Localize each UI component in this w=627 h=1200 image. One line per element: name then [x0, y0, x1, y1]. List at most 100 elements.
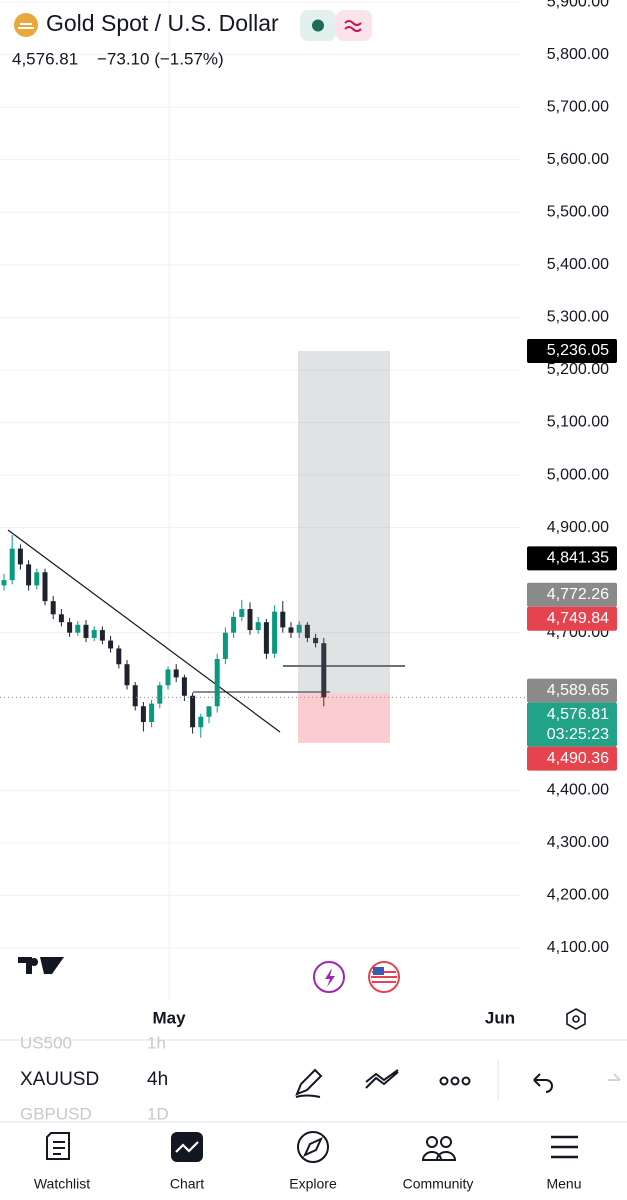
candle-body: [296, 624, 302, 633]
candle-body: [42, 572, 48, 602]
price-axis: 4,100.004,200.004,300.004,400.004,700.00…: [547, 0, 609, 956]
price-tag-label: 4,589.65: [547, 682, 609, 699]
candle-body: [181, 677, 187, 696]
trend-line[interactable]: [7, 529, 281, 733]
price-tag-label: 4,749.84: [547, 610, 609, 627]
more-tools[interactable]: [439, 1076, 471, 1086]
candle-body: [222, 632, 228, 659]
explore-icon: [297, 1131, 329, 1163]
price-tag-label: 4,841.35: [547, 550, 609, 567]
candle-body: [83, 624, 89, 638]
candle-body: [17, 548, 23, 565]
candle-body: [58, 614, 64, 623]
symbol-scroll-item[interactable]: US500: [20, 1033, 72, 1052]
trend-tool[interactable]: [365, 1069, 399, 1089]
tab-label[interactable]: Watchlist: [34, 1176, 90, 1192]
symbol-scroll-item[interactable]: GBPUSD: [20, 1104, 92, 1123]
interval-selector[interactable]: 4h: [147, 1069, 168, 1090]
candle-body: [108, 640, 114, 649]
person-body: [421, 1151, 457, 1161]
tab-bar: Watchlist Chart Explore Community Menu: [34, 1176, 582, 1192]
candle-body: [75, 624, 81, 633]
tab-label[interactable]: Community: [403, 1176, 474, 1192]
candle-body: [99, 630, 105, 641]
stop-zone[interactable]: [298, 693, 390, 743]
draw-tool[interactable]: [295, 1068, 323, 1098]
candle-body: [272, 611, 278, 654]
candle-body: [67, 622, 73, 633]
candle-body: [198, 716, 204, 728]
candle-body: [263, 622, 269, 654]
chart-icon-line: [175, 1141, 199, 1153]
candle-body: [288, 627, 294, 633]
interval-scroll-item[interactable]: 1h: [147, 1033, 166, 1052]
candle-body: [9, 548, 15, 581]
time-axis: May Jun: [152, 1008, 515, 1027]
x-tick-label: May: [152, 1008, 186, 1027]
symbol-icon-glyph: [18, 23, 34, 29]
y-tick-label: 5,000.00: [547, 466, 609, 483]
candle-body: [173, 669, 179, 678]
candle-body: [206, 706, 212, 717]
redo-button[interactable]: [608, 1073, 621, 1081]
y-tick-label: 5,500.00: [547, 204, 609, 221]
target-zone[interactable]: [298, 350, 390, 693]
dot: [439, 1076, 449, 1086]
candle-body: [140, 706, 146, 723]
candle-body: [149, 703, 155, 723]
compass-needle: [302, 1136, 324, 1158]
price-change: −73.10 (−1.57%): [97, 49, 224, 68]
candle-body: [116, 648, 122, 665]
delayed-data[interactable]: [336, 10, 372, 41]
tab-label[interactable]: Chart: [170, 1176, 204, 1192]
price-tags: 5,236.05 4,841.35 4,772.26 4,749.84 4,589.65…: [527, 338, 617, 771]
dot: [461, 1076, 471, 1086]
undo-button[interactable]: [533, 1073, 553, 1093]
price-tag: [527, 338, 617, 363]
price-tag-label: 4,490.36: [547, 750, 609, 767]
interval-scroll-item[interactable]: 1D: [147, 1104, 169, 1123]
tab-label[interactable]: Explore: [289, 1176, 337, 1192]
y-tick-label: 4,200.00: [547, 887, 609, 904]
y-tick-label: 5,900.00: [547, 0, 609, 10]
last-price: 4,576.81: [12, 49, 78, 68]
y-tick-label: 5,100.00: [547, 414, 609, 431]
grid: [0, 0, 520, 1000]
y-tick-label: 4,400.00: [547, 782, 609, 799]
bar-countdown: 03:25:23: [547, 726, 609, 743]
candle-body: [321, 643, 327, 698]
tradingview-logo[interactable]: [18, 957, 64, 974]
y-tick-label: 4,100.00: [547, 939, 609, 956]
y-tick-label: 5,800.00: [547, 46, 609, 63]
y-tick-label: 5,700.00: [547, 98, 609, 115]
market-status-dot: [312, 19, 324, 32]
symbol-selector[interactable]: XAUUSD: [20, 1069, 99, 1090]
symbol-title[interactable]: Gold Spot / U.S. Dollar: [46, 10, 279, 36]
settings-icon: [572, 1015, 580, 1023]
x-tick-label: Jun: [485, 1008, 515, 1027]
price-tag: [527, 702, 617, 747]
y-tick-label: 5,400.00: [547, 256, 609, 273]
price-tag: [527, 678, 617, 703]
candles: [0, 350, 527, 743]
price-tag-label: 4,772.26: [547, 586, 609, 603]
settings-button[interactable]: [566, 1008, 586, 1030]
candle-body: [304, 624, 310, 638]
tab-label[interactable]: Menu: [546, 1176, 581, 1192]
candle-body: [247, 609, 253, 631]
menu-icon: [551, 1135, 578, 1159]
price-tag: [527, 546, 617, 571]
candle-body: [255, 622, 261, 631]
price-tag: [527, 746, 617, 771]
candle-body: [26, 564, 32, 586]
community-icon: [421, 1136, 457, 1161]
person-head: [426, 1136, 438, 1148]
flag-canton: [373, 967, 384, 975]
price-tag-label: 4,576.81: [547, 706, 609, 723]
candle-body: [34, 572, 40, 586]
candle-body: [190, 695, 196, 728]
candle-body: [280, 611, 286, 628]
candle-body: [313, 637, 319, 644]
candle-body: [231, 616, 237, 633]
